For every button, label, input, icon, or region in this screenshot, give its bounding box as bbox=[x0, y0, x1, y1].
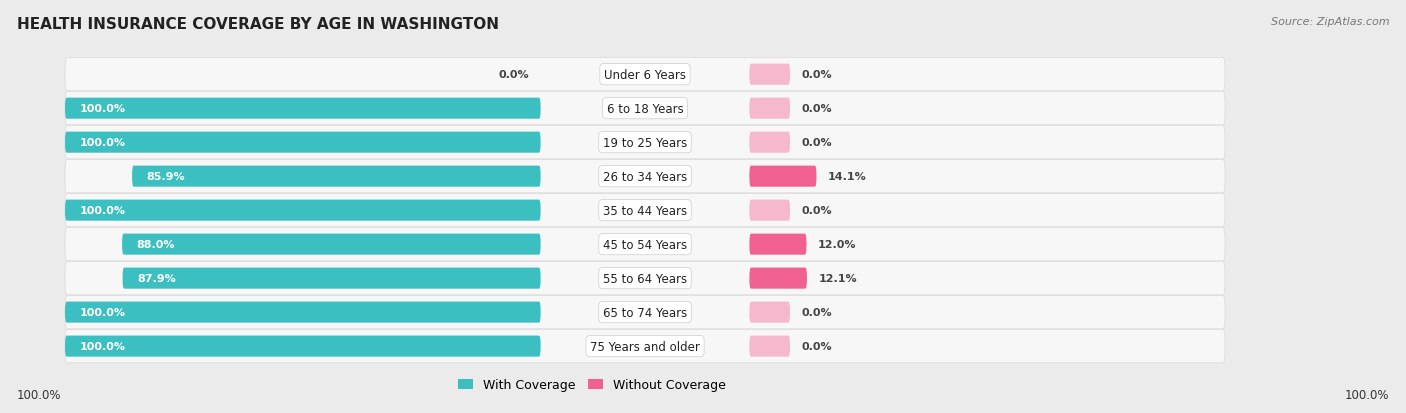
Text: 55 to 64 Years: 55 to 64 Years bbox=[603, 272, 688, 285]
Text: 14.1%: 14.1% bbox=[828, 172, 868, 182]
FancyBboxPatch shape bbox=[749, 268, 807, 289]
Text: 0.0%: 0.0% bbox=[801, 138, 832, 148]
FancyBboxPatch shape bbox=[65, 160, 1225, 193]
Text: 12.0%: 12.0% bbox=[818, 240, 856, 249]
Text: 0.0%: 0.0% bbox=[801, 307, 832, 317]
Text: 100.0%: 100.0% bbox=[80, 307, 125, 317]
Text: 0.0%: 0.0% bbox=[801, 341, 832, 351]
FancyBboxPatch shape bbox=[65, 296, 1225, 329]
Text: 100.0%: 100.0% bbox=[1344, 388, 1389, 401]
FancyBboxPatch shape bbox=[65, 262, 1225, 295]
FancyBboxPatch shape bbox=[65, 330, 1225, 363]
Text: 35 to 44 Years: 35 to 44 Years bbox=[603, 204, 688, 217]
FancyBboxPatch shape bbox=[749, 166, 817, 187]
FancyBboxPatch shape bbox=[749, 302, 790, 323]
Text: 100.0%: 100.0% bbox=[17, 388, 62, 401]
FancyBboxPatch shape bbox=[122, 234, 540, 255]
FancyBboxPatch shape bbox=[749, 98, 790, 119]
Legend: With Coverage, Without Coverage: With Coverage, Without Coverage bbox=[458, 378, 725, 391]
Text: 65 to 74 Years: 65 to 74 Years bbox=[603, 306, 688, 319]
Text: 85.9%: 85.9% bbox=[146, 172, 186, 182]
Text: Under 6 Years: Under 6 Years bbox=[605, 69, 686, 81]
Text: 0.0%: 0.0% bbox=[801, 206, 832, 216]
Text: 100.0%: 100.0% bbox=[80, 104, 125, 114]
Text: HEALTH INSURANCE COVERAGE BY AGE IN WASHINGTON: HEALTH INSURANCE COVERAGE BY AGE IN WASH… bbox=[17, 17, 499, 31]
FancyBboxPatch shape bbox=[65, 132, 540, 153]
Text: 75 Years and older: 75 Years and older bbox=[591, 340, 700, 353]
Text: 100.0%: 100.0% bbox=[80, 341, 125, 351]
FancyBboxPatch shape bbox=[65, 228, 1225, 261]
FancyBboxPatch shape bbox=[749, 336, 790, 357]
Text: 0.0%: 0.0% bbox=[801, 70, 832, 80]
Text: 0.0%: 0.0% bbox=[801, 104, 832, 114]
FancyBboxPatch shape bbox=[749, 234, 807, 255]
Text: 100.0%: 100.0% bbox=[80, 206, 125, 216]
Text: Source: ZipAtlas.com: Source: ZipAtlas.com bbox=[1271, 17, 1389, 26]
FancyBboxPatch shape bbox=[65, 92, 1225, 126]
Text: 26 to 34 Years: 26 to 34 Years bbox=[603, 170, 688, 183]
FancyBboxPatch shape bbox=[65, 194, 1225, 227]
Text: 45 to 54 Years: 45 to 54 Years bbox=[603, 238, 688, 251]
FancyBboxPatch shape bbox=[749, 132, 790, 153]
Text: 0.0%: 0.0% bbox=[498, 70, 529, 80]
FancyBboxPatch shape bbox=[65, 98, 540, 119]
Text: 87.9%: 87.9% bbox=[136, 273, 176, 283]
FancyBboxPatch shape bbox=[122, 268, 540, 289]
FancyBboxPatch shape bbox=[65, 200, 540, 221]
Text: 19 to 25 Years: 19 to 25 Years bbox=[603, 136, 688, 149]
FancyBboxPatch shape bbox=[65, 302, 540, 323]
FancyBboxPatch shape bbox=[132, 166, 540, 187]
FancyBboxPatch shape bbox=[749, 200, 790, 221]
Text: 88.0%: 88.0% bbox=[136, 240, 176, 249]
FancyBboxPatch shape bbox=[65, 58, 1225, 92]
Text: 12.1%: 12.1% bbox=[818, 273, 858, 283]
FancyBboxPatch shape bbox=[65, 336, 540, 357]
FancyBboxPatch shape bbox=[749, 64, 790, 85]
FancyBboxPatch shape bbox=[65, 126, 1225, 159]
Text: 6 to 18 Years: 6 to 18 Years bbox=[606, 102, 683, 115]
Text: 100.0%: 100.0% bbox=[80, 138, 125, 148]
